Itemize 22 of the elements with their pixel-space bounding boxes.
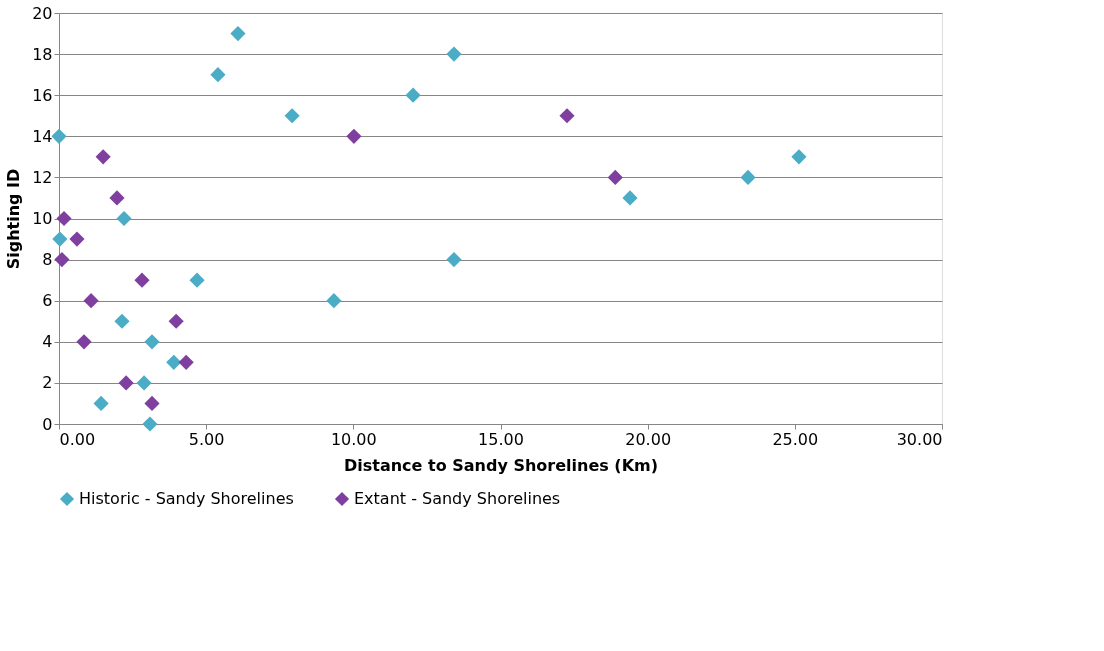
x-tick-label: 15.00 <box>478 429 524 449</box>
y-tick-label: 6 <box>42 291 53 311</box>
y-tick-label: 16 <box>32 85 53 105</box>
x-tick-label: 25.00 <box>772 429 819 449</box>
y-tick-label: 0 <box>42 414 53 434</box>
y-tick-label: 18 <box>32 44 53 64</box>
y-tick-label: 12 <box>32 167 53 187</box>
y-tick-label: 20 <box>32 3 53 23</box>
legend-label: Historic - Sandy Shorelines <box>79 489 294 508</box>
y-tick-label: 8 <box>42 250 53 270</box>
legend-label: Extant - Sandy Shorelines <box>354 489 561 508</box>
y-axis-title: Sighting ID <box>4 168 24 270</box>
x-tick-label: 10.00 <box>330 429 377 449</box>
y-tick-label: 14 <box>32 126 53 146</box>
y-tick-label: 2 <box>42 373 53 393</box>
x-tick-label: 20.00 <box>625 429 672 449</box>
x-axis-title: Distance to Sandy Shorelines (Km) <box>343 455 659 475</box>
y-tick-label: 10 <box>32 209 53 228</box>
y-tick-label: 4 <box>42 332 53 352</box>
x-tick-label: 5.00 <box>188 429 225 449</box>
x-tick-label: 30.00 <box>896 429 943 449</box>
x-tick-label: 0.00 <box>59 429 96 449</box>
